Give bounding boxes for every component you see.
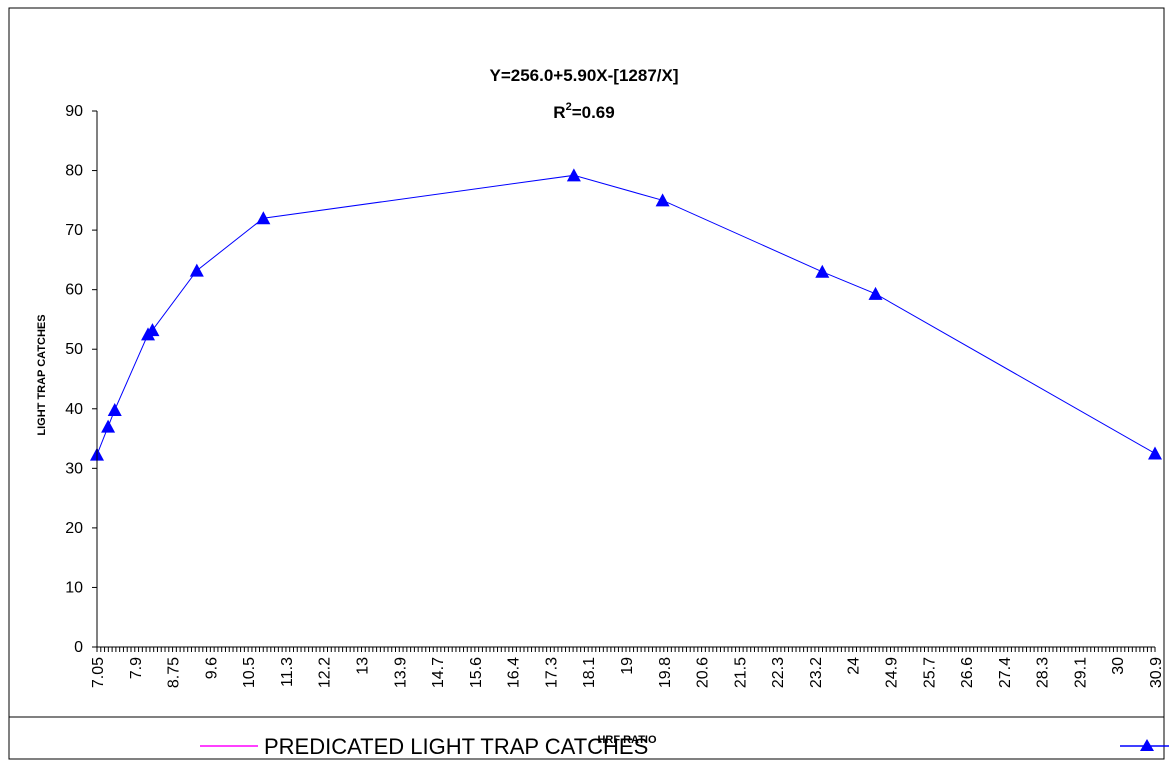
x-tick-label: 26.6 bbox=[959, 657, 976, 688]
y-tick-label: 40 bbox=[65, 401, 83, 418]
observed-marker bbox=[256, 211, 271, 225]
x-tick-label: 27.4 bbox=[997, 657, 1014, 688]
r-squared-exponent: 2 bbox=[566, 101, 572, 113]
x-tick-label: 30.9 bbox=[1148, 657, 1165, 688]
x-tick-label: 14.7 bbox=[430, 657, 447, 688]
x-tick-label: 12.2 bbox=[317, 657, 334, 688]
x-axis-ticks: 7.05 7.9 8.75 9.6 10.5 11.3 12.2 13 13.9 14.7 15.6… bbox=[90, 647, 1165, 688]
x-tick-label: 23.2 bbox=[808, 657, 825, 688]
legend-label-predicted: PREDICATED LIGHT TRAP CATCHES bbox=[264, 734, 648, 759]
y-tick-label: 60 bbox=[65, 282, 83, 299]
y-axis-title: LIGHT TRAP CATCHES bbox=[36, 314, 48, 435]
x-tick-label: 17.3 bbox=[543, 657, 560, 688]
y-tick-label: 90 bbox=[65, 103, 83, 120]
y-tick-label: 80 bbox=[65, 163, 83, 180]
x-tick-label: 24.9 bbox=[884, 657, 901, 688]
observed-marker bbox=[107, 402, 122, 416]
x-tick-label: 7.05 bbox=[90, 657, 107, 688]
y-tick-label: 70 bbox=[65, 222, 83, 239]
observed-marker bbox=[815, 264, 830, 278]
x-tick-label: 13.9 bbox=[392, 657, 409, 688]
observed-marker bbox=[101, 419, 116, 433]
x-tick-label: 25.7 bbox=[921, 657, 938, 688]
x-tick-label: 19.8 bbox=[657, 657, 674, 688]
r-squared-prefix: R bbox=[553, 103, 565, 122]
y-tick-label: 0 bbox=[74, 639, 83, 656]
y-tick-label: 20 bbox=[65, 520, 83, 537]
x-tick-label: 28.3 bbox=[1035, 657, 1052, 688]
x-tick-label: 16.4 bbox=[506, 657, 523, 688]
x-tick-label: 8.75 bbox=[166, 657, 183, 688]
x-tick-label: 22.3 bbox=[770, 657, 787, 688]
observed-marker bbox=[145, 323, 160, 337]
x-tick-label: 9.6 bbox=[203, 657, 220, 679]
observed-marker bbox=[1148, 446, 1162, 460]
x-tick-label: 24 bbox=[846, 657, 863, 675]
x-tick-label: 18.1 bbox=[581, 657, 598, 688]
y-tick-label: 50 bbox=[65, 341, 83, 358]
x-tick-label: 13 bbox=[355, 657, 372, 675]
x-tick-label: 11.3 bbox=[279, 657, 296, 687]
x-tick-label: 19 bbox=[619, 657, 636, 675]
x-tick-label: 10.5 bbox=[241, 657, 258, 688]
x-tick-label: 21.5 bbox=[732, 657, 749, 688]
y-axis-ticks: 0 10 20 30 40 50 60 70 80 90 bbox=[65, 103, 97, 656]
r-squared-text: R2=0.69 bbox=[553, 101, 614, 122]
observed-marker bbox=[566, 168, 581, 182]
x-tick-label: 15.6 bbox=[468, 657, 485, 688]
x-tick-label: 29.1 bbox=[1072, 657, 1089, 688]
x-axis-title: HRF RATIO bbox=[597, 734, 657, 746]
plot-series bbox=[90, 168, 1162, 461]
y-tick-label: 10 bbox=[65, 579, 83, 596]
chart-border bbox=[8, 7, 1165, 760]
x-tick-label: 20.6 bbox=[695, 657, 712, 688]
observed-marker bbox=[868, 286, 883, 300]
r-squared-value: =0.69 bbox=[572, 103, 615, 122]
x-tick-label: 7.9 bbox=[128, 657, 145, 679]
legend-marker-observed bbox=[1140, 739, 1154, 751]
equation-text: Y=256.0+5.90X-[1287/X] bbox=[489, 66, 678, 85]
observed-marker bbox=[189, 263, 204, 277]
observed-marker bbox=[655, 193, 670, 207]
x-tick-label: 30 bbox=[1110, 657, 1127, 675]
y-tick-label: 30 bbox=[65, 460, 83, 477]
